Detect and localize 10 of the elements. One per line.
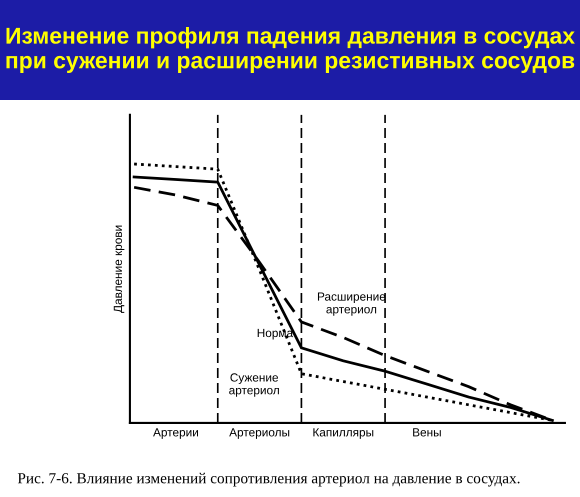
- x-tick-label: Капилляры: [313, 428, 374, 439]
- series-label: Норма: [258, 328, 294, 340]
- series-label: Сужение артериол: [229, 373, 279, 397]
- x-tick-label: Артериолы: [229, 428, 290, 439]
- text: Рис. 7-6. Влияние изменений сопротивления артериол на давление в сосудах.: [18, 472, 520, 487]
- chart-title: Изменение профиля падения давления в сосудах при сужении и расширении резистивных сосудов: [6, 26, 575, 74]
- x-tick-label: Артерии: [153, 428, 198, 439]
- series-label: Расширение артериол: [318, 292, 386, 316]
- y-axis-title: Давление крови: [114, 226, 124, 313]
- x-tick-label: Вены: [413, 428, 441, 436]
